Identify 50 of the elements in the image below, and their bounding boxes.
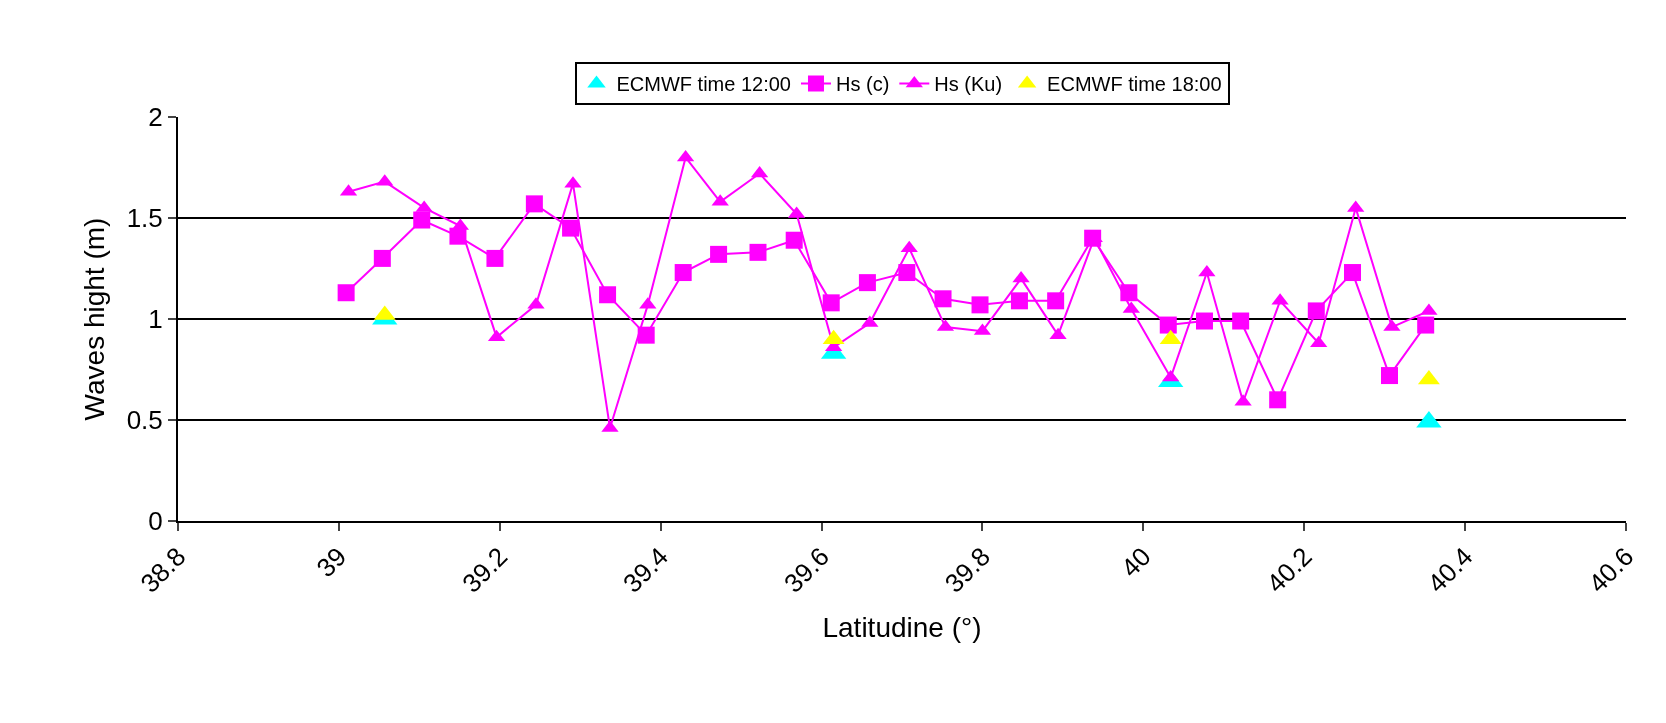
point xyxy=(1120,284,1138,302)
point xyxy=(822,294,840,312)
point xyxy=(1010,292,1028,310)
point xyxy=(1417,316,1435,334)
x-tick-label: 38.8 xyxy=(134,541,192,599)
x-tick-label: 39.2 xyxy=(456,541,514,599)
point xyxy=(562,219,580,237)
x-tick-label: 40.4 xyxy=(1421,541,1479,599)
x-tick-label: 39.8 xyxy=(938,541,996,599)
point xyxy=(1047,292,1065,310)
point xyxy=(637,326,655,344)
legend-label: Hs (Ku) xyxy=(934,73,1003,96)
x-tick-label: 39.4 xyxy=(617,541,675,599)
point xyxy=(1232,312,1250,330)
x-axis-title: Latitudine (°) xyxy=(822,612,982,644)
x-tick-label: 40.6 xyxy=(1582,541,1640,599)
point xyxy=(1195,312,1213,330)
point xyxy=(785,231,803,249)
point xyxy=(413,211,431,229)
point xyxy=(1269,391,1287,409)
point xyxy=(710,245,728,263)
point xyxy=(749,243,767,261)
x-tick-label: 40.2 xyxy=(1260,541,1318,599)
point xyxy=(934,290,952,308)
legend-label: Hs (c) xyxy=(835,73,890,96)
point xyxy=(1343,264,1361,282)
point xyxy=(373,249,391,267)
point xyxy=(1159,316,1177,334)
x-tick-label: 39.6 xyxy=(778,541,835,599)
y-tick-label: 0.5 xyxy=(126,405,163,436)
point xyxy=(674,264,692,282)
point xyxy=(337,284,355,302)
x-tick-label: 40 xyxy=(1115,541,1157,584)
point xyxy=(900,240,918,253)
point xyxy=(1307,302,1325,320)
y-tick-label: 2 xyxy=(148,102,163,133)
x-tick-label: 39 xyxy=(310,541,353,584)
point xyxy=(898,264,916,282)
y-tick-label: 1 xyxy=(148,304,163,335)
y-axis-title: Waves hight (m) xyxy=(78,217,110,421)
legend-label: ECMWF time 12:00 xyxy=(616,73,791,96)
point xyxy=(1380,367,1398,385)
legend-label: ECMWF time 18:00 xyxy=(1047,73,1222,96)
point xyxy=(486,249,504,267)
point xyxy=(858,274,876,292)
point xyxy=(525,195,543,213)
point xyxy=(971,296,989,314)
y-tick-label: 1.5 xyxy=(126,203,163,234)
y-tick-label: 0 xyxy=(148,506,163,537)
point xyxy=(599,286,617,304)
